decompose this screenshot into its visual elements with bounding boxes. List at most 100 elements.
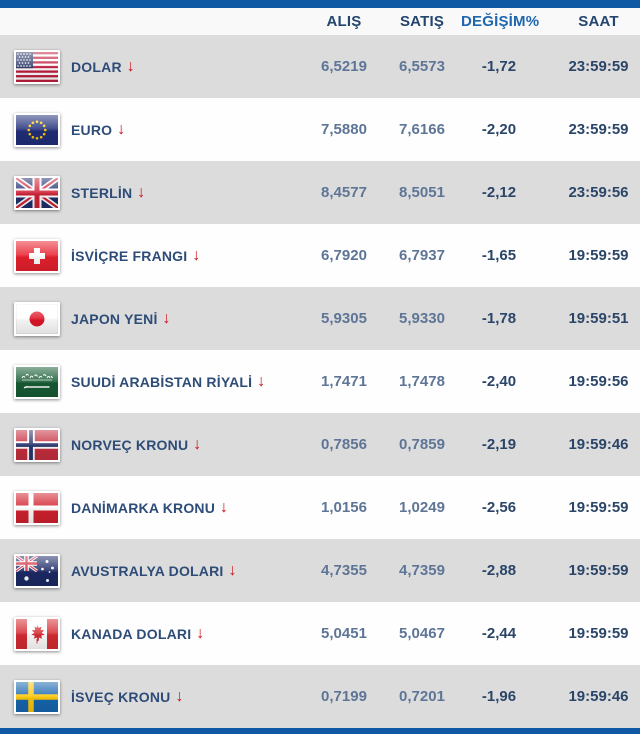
saat-value: 23:59:59 (568, 121, 629, 138)
trend-down-arrow-icon: ↓ (137, 183, 146, 201)
trend-down-arrow-icon: ↓ (175, 687, 184, 705)
column-header-degisim[interactable]: DEĞİŞİM% (461, 13, 540, 30)
us-flag-icon (14, 49, 60, 84)
alis-value: 4,7355 (321, 562, 367, 579)
trend-down-arrow-icon: ↓ (192, 246, 201, 264)
degisim-value: -1,78 (481, 310, 517, 327)
currency-row[interactable]: KANADA DOLARI ↓ 5,0451 5,0467 -2,44 19:5… (0, 602, 640, 665)
currency-name: İSVİÇRE FRANGI (71, 247, 188, 264)
satis-value: 6,7937 (399, 247, 445, 264)
currency-cell: JAPON YENİ ↓ (0, 301, 305, 336)
currency-rows: DOLAR ↓ 6,5219 6,5573 -1,72 23:59:59 EUR… (0, 35, 640, 728)
japan-flag-icon (14, 301, 60, 336)
eu-flag-icon (14, 112, 60, 147)
alis-value: 1,7471 (321, 373, 367, 390)
sweden-flag-icon (14, 679, 60, 714)
currency-name: STERLİN (71, 184, 133, 201)
alis-value: 0,7856 (321, 436, 367, 453)
trend-down-arrow-icon: ↓ (117, 120, 126, 138)
saat-value: 19:59:46 (568, 688, 629, 705)
degisim-value: -2,44 (481, 625, 517, 642)
australia-flag-icon (14, 553, 60, 588)
trend-down-arrow-icon: ↓ (196, 624, 205, 642)
currency-name: JAPON YENİ (71, 310, 158, 327)
satis-value: 1,7478 (399, 373, 445, 390)
saat-value: 19:59:46 (568, 436, 629, 453)
currency-name: İSVEÇ KRONU (71, 688, 171, 705)
currency-cell: NORVEÇ KRONU ↓ (0, 427, 305, 462)
top-accent-bar (0, 0, 640, 8)
saat-value: 19:59:51 (568, 310, 629, 327)
currency-cell: EURO ↓ (0, 112, 305, 147)
satis-value: 0,7859 (399, 436, 445, 453)
saat-value: 23:59:59 (568, 58, 629, 75)
canada-flag-icon (14, 616, 60, 651)
trend-down-arrow-icon: ↓ (126, 57, 135, 75)
degisim-value: -2,12 (481, 184, 517, 201)
satis-value: 5,0467 (399, 625, 445, 642)
currency-row[interactable]: DANİMARKA KRONU ↓ 1,0156 1,0249 -2,56 19… (0, 476, 640, 539)
currency-cell: DANİMARKA KRONU ↓ (0, 490, 305, 525)
alis-value: 8,4577 (321, 184, 367, 201)
trend-down-arrow-icon: ↓ (193, 435, 202, 453)
satis-value: 5,9330 (399, 310, 445, 327)
alis-value: 1,0156 (321, 499, 367, 516)
degisim-value: -2,19 (481, 436, 517, 453)
saat-value: 19:59:56 (568, 373, 629, 390)
currency-cell: İSVİÇRE FRANGI ↓ (0, 238, 305, 273)
currency-row[interactable]: SUUDİ ARABİSTAN RİYALİ ↓ 1,7471 1,7478 -… (0, 350, 640, 413)
currency-row[interactable]: EURO ↓ 7,5880 7,6166 -2,20 23:59:59 (0, 98, 640, 161)
alis-value: 6,5219 (321, 58, 367, 75)
currency-name: DOLAR (71, 58, 122, 75)
saat-value: 19:59:59 (568, 625, 629, 642)
alis-value: 0,7199 (321, 688, 367, 705)
currency-row[interactable]: STERLİN ↓ 8,4577 8,5051 -2,12 23:59:56 (0, 161, 640, 224)
saat-value: 19:59:59 (568, 499, 629, 516)
uk-flag-icon (14, 175, 60, 210)
currency-cell: DOLAR ↓ (0, 49, 305, 84)
currency-name: EURO (71, 121, 113, 138)
table-header-row: ALIŞ SATIŞ DEĞİŞİM% SAAT (0, 8, 640, 35)
saat-value: 19:59:59 (568, 562, 629, 579)
currency-row[interactable]: AVUSTRALYA DOLARI ↓ 4,7355 4,7359 -2,88 … (0, 539, 640, 602)
trend-down-arrow-icon: ↓ (228, 561, 237, 579)
degisim-value: -2,40 (481, 373, 517, 390)
currency-row[interactable]: NORVEÇ KRONU ↓ 0,7856 0,7859 -2,19 19:59… (0, 413, 640, 476)
currency-cell: STERLİN ↓ (0, 175, 305, 210)
currency-name: SUUDİ ARABİSTAN RİYALİ (71, 373, 253, 390)
currency-row[interactable]: İSVEÇ KRONU ↓ 0,7199 0,7201 -1,96 19:59:… (0, 665, 640, 728)
degisim-value: -2,88 (481, 562, 517, 579)
trend-down-arrow-icon: ↓ (162, 309, 171, 327)
norway-flag-icon (14, 427, 60, 462)
column-header-saat[interactable]: SAAT (578, 13, 619, 30)
currency-row[interactable]: JAPON YENİ ↓ 5,9305 5,9330 -1,78 19:59:5… (0, 287, 640, 350)
satis-value: 8,5051 (399, 184, 445, 201)
denmark-flag-icon (14, 490, 60, 525)
alis-value: 5,0451 (321, 625, 367, 642)
trend-down-arrow-icon: ↓ (257, 372, 266, 390)
currency-cell: KANADA DOLARI ↓ (0, 616, 305, 651)
degisim-value: -2,20 (481, 121, 517, 138)
bottom-accent-bar (0, 728, 640, 734)
satis-value: 0,7201 (399, 688, 445, 705)
trend-down-arrow-icon: ↓ (220, 498, 229, 516)
alis-value: 5,9305 (321, 310, 367, 327)
currency-name: NORVEÇ KRONU (71, 436, 189, 453)
currency-name: AVUSTRALYA DOLARI (71, 562, 224, 579)
satis-value: 7,6166 (399, 121, 445, 138)
saat-value: 23:59:56 (568, 184, 629, 201)
satis-value: 4,7359 (399, 562, 445, 579)
degisim-value: -1,72 (481, 58, 517, 75)
satis-value: 1,0249 (399, 499, 445, 516)
degisim-value: -2,56 (481, 499, 517, 516)
column-header-satis[interactable]: SATIŞ (399, 13, 445, 30)
currency-cell: İSVEÇ KRONU ↓ (0, 679, 305, 714)
degisim-value: -1,65 (481, 247, 517, 264)
currency-cell: AVUSTRALYA DOLARI ↓ (0, 553, 305, 588)
currency-row[interactable]: İSVİÇRE FRANGI ↓ 6,7920 6,7937 -1,65 19:… (0, 224, 640, 287)
currency-row[interactable]: DOLAR ↓ 6,5219 6,5573 -1,72 23:59:59 (0, 35, 640, 98)
currency-cell: SUUDİ ARABİSTAN RİYALİ ↓ (0, 364, 305, 399)
column-header-alis[interactable]: ALIŞ (326, 13, 362, 30)
saudi-arabia-flag-icon (14, 364, 60, 399)
